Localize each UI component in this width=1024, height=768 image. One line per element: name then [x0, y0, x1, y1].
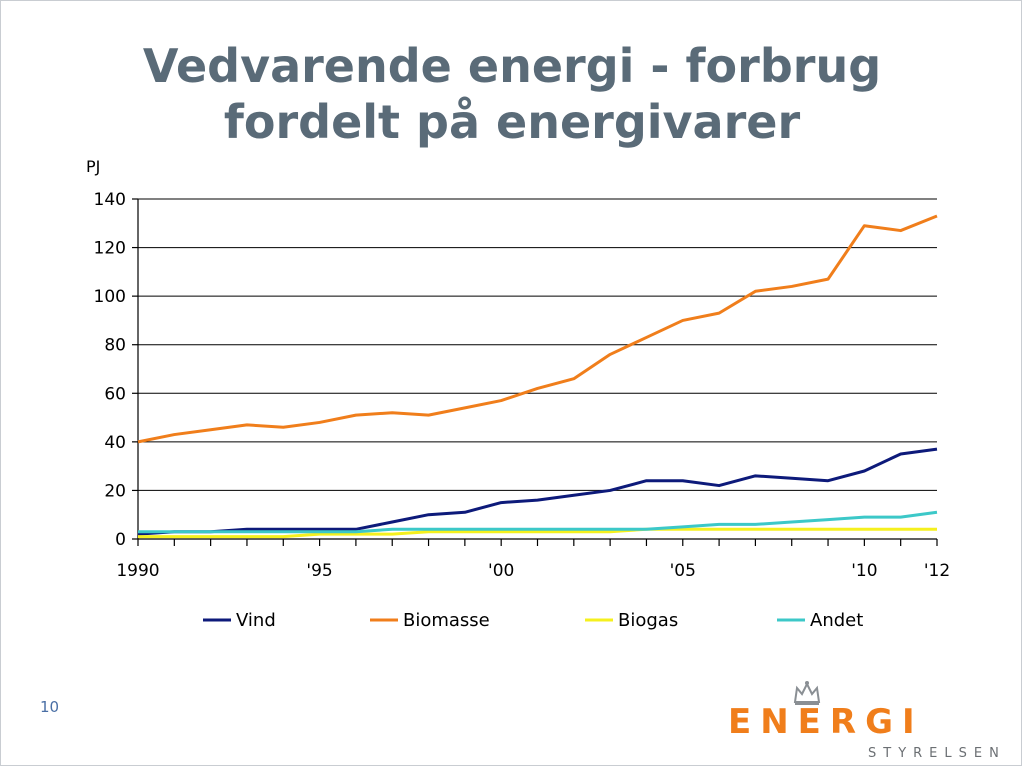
x-tick-label: '95 [306, 561, 332, 581]
title-line-1: Vedvarende energi - forbrug [142, 39, 882, 93]
y-tick-label: 60 [104, 384, 126, 404]
title-line-2: fordelt på energivarer [223, 95, 801, 149]
legend-label-biomasse: Biomasse [403, 610, 490, 631]
legend-label-vind: Vind [236, 610, 276, 631]
legend-label-andet: Andet [810, 610, 863, 631]
series-line-biomasse [137, 214, 938, 444]
y-tick-label: 140 [94, 190, 126, 210]
x-tick-label: 1990 [116, 561, 159, 581]
legend: Vind Biomasse Biogas Andet [203, 610, 863, 631]
y-tick-label: 40 [104, 433, 126, 453]
slide-title: Vedvarende energi - forbrug fordelt på e… [40, 38, 984, 150]
series-line-biogas [138, 527, 937, 539]
x-tick-label: '05 [670, 561, 696, 581]
y-tick-label: 80 [104, 336, 126, 356]
legend-label-biogas: Biogas [618, 610, 678, 631]
series-line-andet [138, 510, 938, 534]
y-tick-label: 120 [94, 239, 126, 259]
y-tick-label: 0 [115, 530, 126, 550]
x-tick-label: '00 [488, 561, 514, 581]
energistyrelsen-logo: ENERGI STYRELSEN [720, 676, 1010, 766]
x-tick-label: '10 [851, 561, 877, 581]
logo-word: ENERGI [728, 702, 924, 742]
series-line-vind [137, 447, 938, 536]
slide-number: 10 [40, 698, 60, 716]
tick-labels: 0 20 40 60 80 100 120 140 PJ 1990 '95 '00 '05 '10 '12 [86, 157, 950, 581]
logo-subtitle: STYRELSEN [868, 746, 1006, 761]
x-tick-label: '12 [924, 561, 950, 581]
grid-lines [138, 198, 937, 491]
line-chart: 020406080100120140PJ1990'95'00'05'10'12 … [86, 157, 950, 631]
y-tick-label: 100 [94, 287, 126, 307]
series-lines [137, 214, 938, 539]
y-tick-label: 20 [104, 481, 126, 501]
axes [132, 198, 938, 546]
crown-icon [793, 681, 821, 705]
y-axis-label: PJ [86, 157, 100, 176]
